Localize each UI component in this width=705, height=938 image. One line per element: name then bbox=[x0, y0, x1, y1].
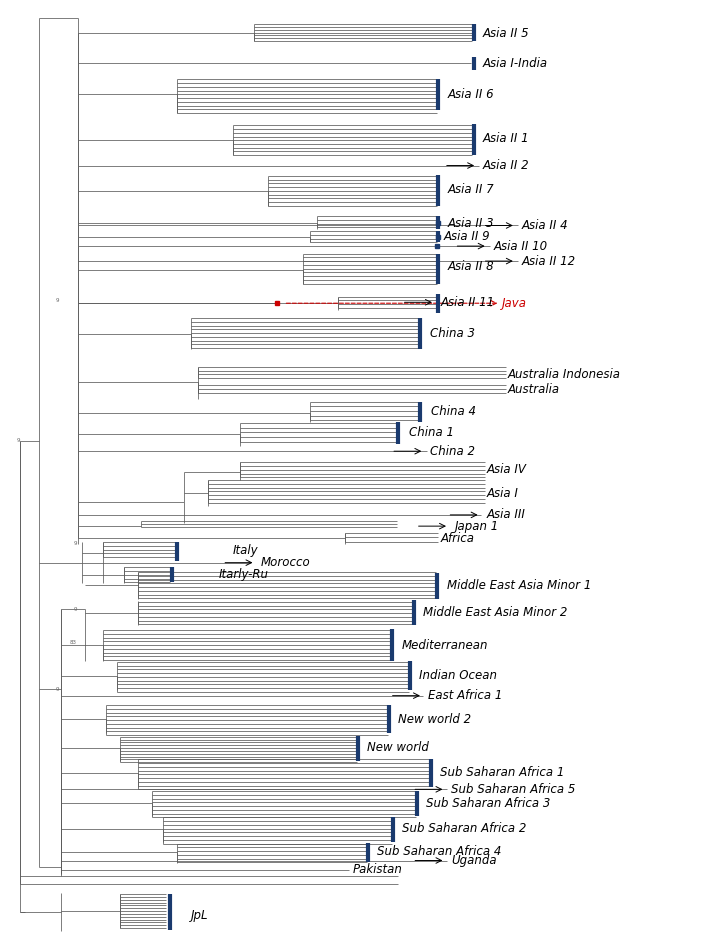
Text: Asia IV: Asia IV bbox=[486, 463, 526, 477]
Text: Asia II 12: Asia II 12 bbox=[522, 254, 575, 267]
Text: 9: 9 bbox=[17, 438, 20, 444]
Text: Italy: Italy bbox=[233, 544, 259, 557]
Text: Indian Ocean: Indian Ocean bbox=[419, 669, 497, 682]
Text: 9: 9 bbox=[73, 607, 77, 612]
Text: 9: 9 bbox=[56, 687, 59, 691]
Text: 83: 83 bbox=[70, 640, 77, 644]
Text: East Africa 1: East Africa 1 bbox=[429, 689, 503, 703]
Text: Asia I-India: Asia I-India bbox=[483, 57, 548, 70]
Text: Asia II 4: Asia II 4 bbox=[522, 219, 568, 232]
Text: Asia II 10: Asia II 10 bbox=[493, 239, 547, 252]
Text: JpL: JpL bbox=[190, 909, 208, 922]
Text: Asia II 5: Asia II 5 bbox=[483, 27, 529, 40]
Text: Japan 1: Japan 1 bbox=[455, 520, 498, 533]
Text: Asia II 6: Asia II 6 bbox=[448, 88, 494, 101]
Text: Mediterranean: Mediterranean bbox=[402, 639, 489, 652]
Text: Sub Saharan Africa 3: Sub Saharan Africa 3 bbox=[427, 797, 551, 809]
Text: Asia II 2: Asia II 2 bbox=[483, 159, 529, 172]
Text: Sub Saharan Africa 2: Sub Saharan Africa 2 bbox=[402, 823, 526, 835]
Text: 9: 9 bbox=[56, 298, 59, 303]
Text: China 3: China 3 bbox=[430, 326, 475, 340]
Text: Uganda: Uganda bbox=[451, 854, 496, 867]
Text: 9: 9 bbox=[73, 541, 77, 547]
Text: Australia: Australia bbox=[508, 383, 560, 396]
Text: Middle East Asia Minor 1: Middle East Asia Minor 1 bbox=[448, 579, 592, 592]
Text: China 2: China 2 bbox=[430, 445, 475, 458]
Text: Java: Java bbox=[503, 296, 527, 310]
Text: Africa: Africa bbox=[441, 532, 474, 545]
Text: Asia I: Asia I bbox=[486, 487, 518, 500]
Text: Asia II 8: Asia II 8 bbox=[448, 260, 494, 273]
Text: China 4: China 4 bbox=[431, 405, 477, 418]
Text: Itarly-Ru: Itarly-Ru bbox=[219, 568, 269, 582]
Text: New world: New world bbox=[367, 741, 429, 753]
Text: Australia Indonesia: Australia Indonesia bbox=[508, 368, 620, 381]
Text: Asia II 9: Asia II 9 bbox=[444, 230, 491, 243]
Text: Morocco: Morocco bbox=[261, 556, 311, 569]
Text: Middle East Asia Minor 2: Middle East Asia Minor 2 bbox=[423, 606, 568, 619]
Text: Asia II 7: Asia II 7 bbox=[448, 184, 494, 196]
Text: Asia II 1: Asia II 1 bbox=[483, 132, 529, 144]
Text: China 1: China 1 bbox=[409, 426, 454, 439]
Text: Asia II 3: Asia II 3 bbox=[448, 217, 494, 230]
Text: Asia II 11: Asia II 11 bbox=[441, 295, 495, 309]
Text: Pakistan: Pakistan bbox=[352, 863, 403, 876]
Text: Sub Saharan Africa 4: Sub Saharan Africa 4 bbox=[377, 844, 501, 857]
Text: New world 2: New world 2 bbox=[398, 713, 472, 726]
Text: Sub Saharan Africa 1: Sub Saharan Africa 1 bbox=[441, 766, 565, 779]
Text: Sub Saharan Africa 5: Sub Saharan Africa 5 bbox=[451, 783, 575, 795]
Text: Asia III: Asia III bbox=[486, 508, 525, 522]
